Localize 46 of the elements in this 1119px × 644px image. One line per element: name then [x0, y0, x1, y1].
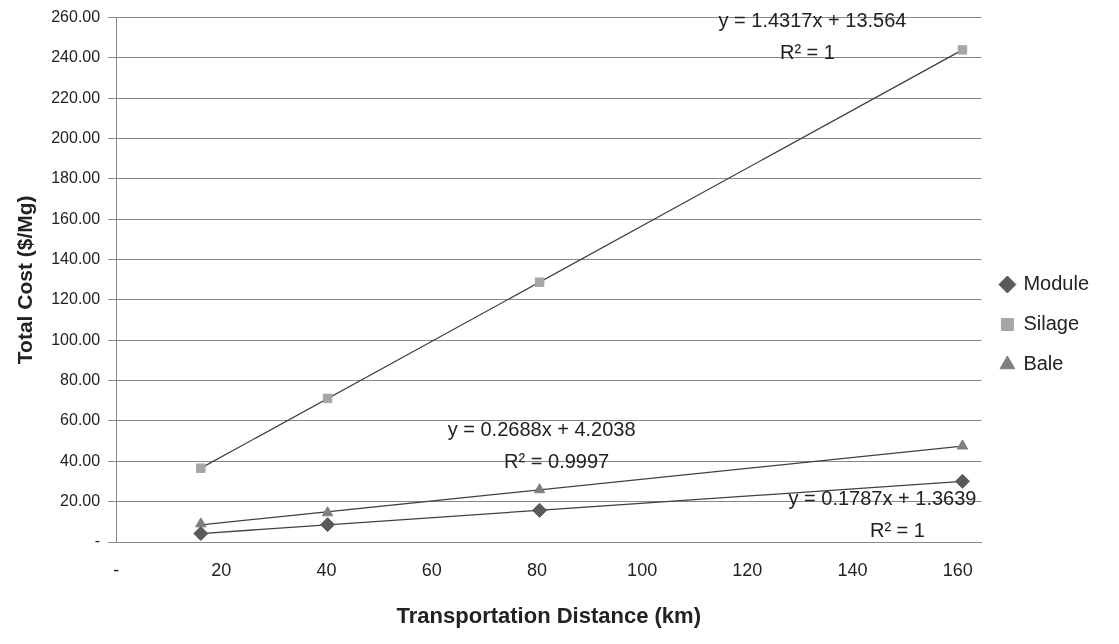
y-tick-label: 60.00 — [60, 411, 101, 429]
point — [322, 393, 333, 404]
point — [195, 517, 207, 528]
y-tick-label: 160.00 — [51, 209, 101, 227]
annotation: y = 1.4317x + 13.564 — [718, 9, 907, 32]
point — [534, 277, 545, 287]
y-tick-label: 260.00 — [51, 8, 101, 26]
x-tick-label: 160 — [942, 559, 973, 580]
y-tick-label: 200.00 — [51, 129, 101, 147]
x-tick-label: 80 — [526, 559, 547, 580]
point — [956, 439, 969, 450]
legend-label: Silage — [1023, 312, 1080, 335]
annotation: R² = 1 — [869, 518, 925, 541]
annotation: R² = 0.9997 — [504, 450, 610, 473]
y-tick-label: 180.00 — [51, 169, 101, 187]
x-tick-label: 40 — [316, 559, 337, 580]
legend-label: Module — [1023, 272, 1090, 295]
x-tick-label: 120 — [732, 559, 763, 580]
y-tick-label: 40.00 — [60, 451, 101, 469]
point — [533, 483, 546, 494]
y-tick-label: 100.00 — [51, 330, 101, 348]
y-tick-label: - — [94, 532, 101, 550]
legend-label: Bale — [1023, 352, 1064, 375]
y-tick-label: 140.00 — [51, 250, 101, 268]
point — [320, 517, 336, 533]
y-tick-label: 80.00 — [60, 371, 101, 389]
annotation: y = 0.2688x + 4.2038 — [447, 418, 636, 441]
y-tick-label: 220.00 — [51, 88, 101, 106]
x-tick-label: 140 — [837, 559, 868, 580]
x-tick-label: 60 — [421, 559, 442, 580]
annotation: y = 0.1787x + 1.3639 — [788, 486, 977, 509]
x-tick-label: 20 — [211, 559, 232, 580]
y-tick-label: 20.00 — [60, 492, 101, 510]
point — [193, 526, 209, 542]
annotation: R² = 1 — [779, 41, 835, 64]
x-tick-label: - — [113, 559, 120, 580]
y-tick-label: 240.00 — [51, 48, 101, 66]
point — [532, 502, 548, 518]
point — [957, 45, 968, 55]
point — [321, 506, 334, 517]
y-axis-title: Total Cost ($/Mg) — [13, 195, 37, 365]
point — [954, 473, 970, 489]
y-tick-label: 120.00 — [51, 290, 101, 308]
x-tick-label: 100 — [627, 559, 658, 580]
point — [196, 463, 206, 473]
x-axis-title: Transportation Distance (km) — [396, 602, 701, 628]
